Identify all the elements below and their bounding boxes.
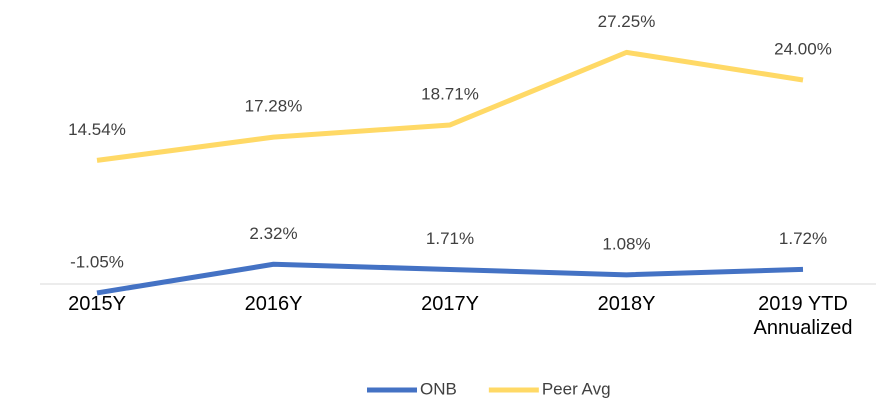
x-tick-label: 2015Y (68, 293, 126, 315)
data-label: 27.25% (598, 12, 656, 31)
x-tick-label: 2016Y (244, 293, 303, 315)
data-label: -1.05% (70, 252, 124, 271)
legend-label: Peer Avg (542, 379, 611, 398)
data-label: 17.28% (245, 97, 303, 116)
x-tick-label: 2019 YTD Annualized (753, 293, 853, 339)
data-label: 24.00% (774, 39, 832, 58)
x-tick-label: 2017Y (421, 293, 479, 315)
data-label: 14.54% (68, 120, 126, 139)
data-label: 1.08% (602, 234, 650, 253)
data-label: 2.32% (249, 224, 297, 243)
data-label: 1.72% (779, 229, 827, 248)
legend-label: ONB (420, 379, 457, 398)
line (96, 261, 804, 296)
x-tick-label: 2018Y (597, 293, 656, 315)
data-label: 18.71% (421, 84, 479, 103)
line (96, 49, 804, 163)
data-label: 1.71% (426, 229, 474, 248)
